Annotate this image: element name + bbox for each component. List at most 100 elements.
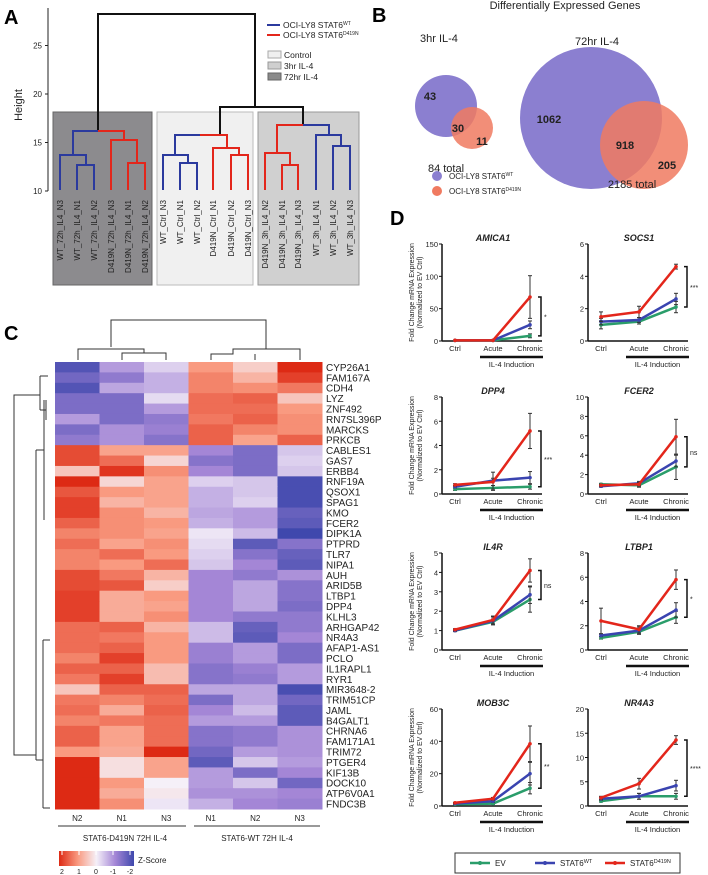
- heatmap-cell: [55, 725, 100, 737]
- group-label-d419n: STAT6-D419N 72H IL-4: [83, 834, 168, 843]
- data-point: [599, 619, 603, 623]
- y-tick-label: 20: [430, 770, 438, 779]
- heatmap-cell: [233, 486, 278, 498]
- heatmap-cell: [188, 372, 234, 384]
- legend-label-d419n: OCI-LY8 STAT6D419N: [449, 187, 521, 196]
- heatmap-cell: [55, 621, 100, 633]
- venn-3hr-d419n-count: 11: [476, 136, 488, 148]
- heatmap-cell: [188, 362, 234, 373]
- heatmap-cell: [144, 653, 189, 664]
- significance-label: ns: [690, 450, 698, 457]
- y-tick-label: 0: [434, 802, 438, 811]
- data-point: [674, 608, 678, 612]
- heatmap-cell: [277, 413, 323, 425]
- x-tick-label: Acute: [483, 497, 502, 506]
- data-point: [453, 483, 457, 487]
- heatmap-cell: [188, 788, 234, 800]
- heatmap-cell: [55, 393, 100, 405]
- legend-label-3hr: 3hr IL-4: [284, 61, 314, 71]
- gene-label: B4GALT1: [326, 716, 370, 727]
- x-tick-label: Chronic: [517, 344, 543, 353]
- y-tick-label: 2: [580, 305, 584, 314]
- legend-label-1: STAT6WT: [560, 859, 593, 868]
- heatmap-cell: [277, 372, 323, 384]
- line-chart-fcer2: FCER2 0 2 4 6 8 10 Ctrl Acute Chronic IL-4 Inducti…: [576, 386, 698, 522]
- heatmap-cell: [277, 757, 323, 768]
- leaf-label: D419N_Ctrl_N2: [227, 199, 236, 256]
- gene-label: PCLO: [326, 654, 353, 665]
- heatmap-cell: [188, 455, 234, 467]
- significance-bracket: [538, 569, 542, 601]
- leaf-label: WT_Ctrl_N1: [176, 199, 185, 244]
- y-tick-label: 50: [430, 305, 438, 314]
- panel-c: C CYP26A1FAM167ACDH4LYZZNF492RN7SL396PMA…: [4, 319, 382, 875]
- data-point: [674, 264, 678, 269]
- leaf-label: WT_72h_IL4_N3: [56, 199, 65, 260]
- legend-label-wt: OCI-LY8 STAT6WT: [449, 172, 513, 181]
- x-tick-label: Ctrl: [449, 653, 461, 662]
- heatmap-cell: [277, 476, 323, 488]
- heatmap-cell: [144, 673, 189, 685]
- data-point: [637, 318, 641, 322]
- x-group-label: IL-4 Induction: [489, 825, 534, 834]
- heatmap-cell: [233, 559, 278, 571]
- leaf-label: WT_3h_IL4_N2: [329, 199, 338, 256]
- heatmap-cell: [233, 673, 278, 685]
- heatmap-cell: [188, 549, 234, 561]
- x-tick-label: Acute: [483, 809, 502, 818]
- heatmap-cell: [188, 632, 234, 644]
- heatmap-cell: [144, 798, 189, 810]
- heatmap-cell: [55, 486, 100, 498]
- heatmap-cell: [99, 632, 145, 644]
- legend-swatch-72hr: [267, 72, 282, 81]
- gene-label: RYR1: [326, 675, 353, 686]
- heatmap-cell: [233, 362, 278, 373]
- heatmap-cell: [144, 736, 189, 748]
- data-point: [528, 484, 532, 489]
- heatmap-cell: [144, 777, 189, 789]
- heatmap-cell: [188, 736, 234, 748]
- legend-label-control: Control: [284, 50, 312, 60]
- heatmap-cell: [144, 757, 189, 768]
- heatmap-cell: [277, 362, 323, 373]
- heatmap-cell: [99, 403, 145, 415]
- heatmap-cell: [55, 746, 100, 758]
- heatmap-cell: [144, 746, 189, 758]
- gene-label: FAM167A: [326, 373, 370, 384]
- venn-title: Differentially Expressed Genes: [490, 0, 641, 12]
- heatmap-cell: [188, 559, 234, 571]
- legend-label-72hr: 72hr IL-4: [284, 72, 318, 82]
- heatmap-cell: [233, 538, 278, 550]
- panel-label-d: D: [390, 208, 404, 230]
- heatmap-cell: [144, 538, 189, 550]
- heatmap-cell: [144, 465, 189, 477]
- heatmap-cell: [188, 663, 234, 675]
- heatmap-cell: [233, 715, 278, 727]
- x-tick-label: Chronic: [517, 497, 543, 506]
- heatmap-cell: [144, 663, 189, 675]
- heatmap-cell: [55, 476, 100, 488]
- significance-label: ns: [544, 583, 552, 590]
- y-tick-label: 8: [434, 393, 438, 402]
- heatmap-cell: [55, 684, 100, 696]
- legend-d-items: EV STAT6WT STAT6D419N: [470, 859, 671, 868]
- data-point: [453, 800, 457, 805]
- x-tick-label: Ctrl: [449, 809, 461, 818]
- heatmap-cell: [188, 393, 234, 405]
- gene-label: AUH: [326, 571, 347, 582]
- venn-72hr-wt-count: 1062: [537, 114, 561, 126]
- heatmap-cell: [277, 465, 323, 477]
- leaf-label: D419N_3h_IL4_N2: [261, 199, 270, 268]
- gene-label: PRKCB: [326, 436, 361, 447]
- heatmap-cell: [55, 528, 100, 540]
- data-point: [674, 577, 678, 582]
- gene-label: PTGER4: [326, 758, 366, 769]
- heatmap-cell: [99, 725, 145, 737]
- gene-label: KMO: [326, 508, 349, 519]
- heatmap-cell: [188, 517, 234, 529]
- column-labels: N2 N1 N3 N1 N2 N3: [72, 814, 305, 823]
- x-tick-label: Acute: [629, 653, 648, 662]
- heatmap-cell: [277, 736, 323, 748]
